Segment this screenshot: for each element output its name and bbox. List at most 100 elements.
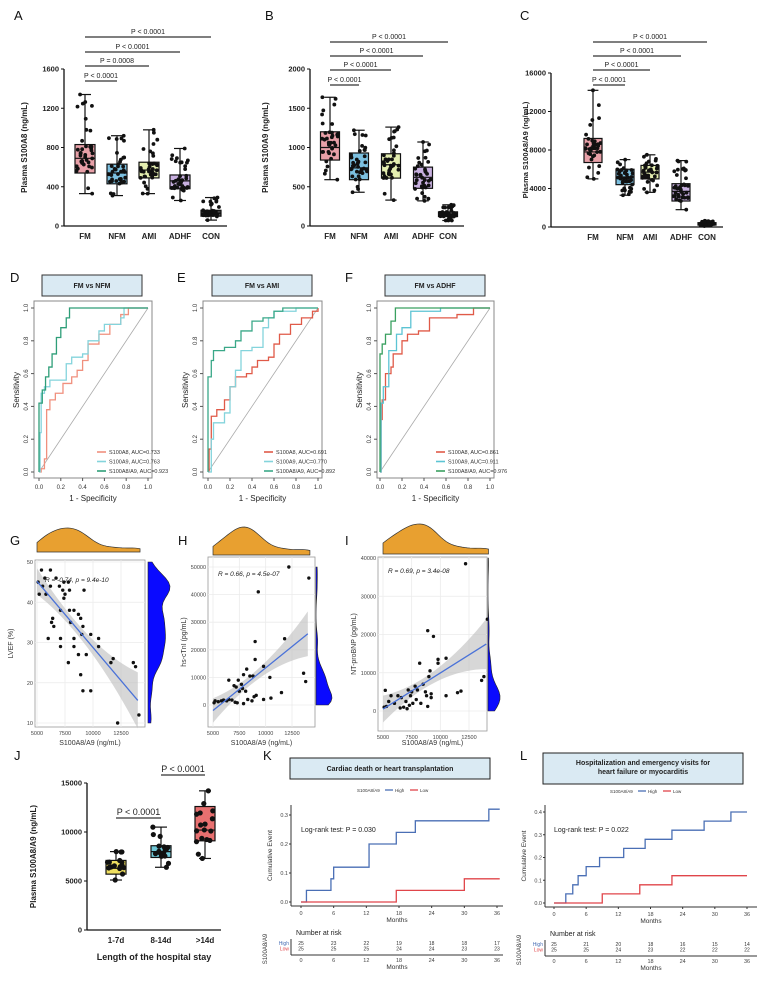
data-point: [194, 811, 200, 817]
data-point: [104, 859, 111, 865]
box-1-7d: [104, 849, 127, 883]
y-axis-label: hs-cTnI (pg/mL): [181, 617, 188, 666]
p-value-label: P < 0.0001: [116, 44, 150, 51]
data-point: [459, 689, 463, 693]
data-point: [351, 160, 356, 165]
x-tick-label: 30: [461, 911, 467, 917]
legend-label: S100A9, AUC=0.763: [109, 460, 160, 466]
data-point: [72, 644, 76, 649]
risk-count: 21: [583, 942, 589, 948]
x-tick-label: 12: [615, 912, 621, 918]
data-point: [426, 183, 431, 188]
data-point: [595, 150, 599, 154]
box-AMI: [640, 152, 660, 195]
y-tick-label: 0.6: [193, 369, 199, 378]
data-point: [195, 851, 201, 857]
data-point: [426, 628, 430, 633]
x-tick-label: 5000: [377, 735, 389, 741]
data-point: [214, 198, 219, 203]
data-point: [629, 178, 634, 183]
y-tick-label: 1.0: [367, 303, 373, 312]
data-point: [675, 186, 680, 191]
data-point: [444, 694, 448, 698]
data-point: [586, 151, 591, 156]
data-point: [78, 616, 83, 621]
data-point: [652, 174, 657, 179]
data-point: [207, 837, 213, 844]
data-point: [586, 136, 591, 141]
risk-count: 23: [648, 948, 654, 954]
data-point: [332, 152, 336, 157]
data-point: [588, 123, 593, 127]
category-label: CON: [439, 232, 457, 241]
risk-count: 25: [298, 941, 304, 947]
data-point: [364, 168, 369, 173]
data-point: [46, 636, 50, 641]
data-point: [429, 692, 433, 696]
data-point: [133, 664, 138, 669]
x-axis-label: Length of the hospital stay: [97, 952, 212, 962]
panel-letter: C: [520, 8, 529, 23]
risk-x-axis-label: Months: [640, 965, 662, 972]
data-point: [396, 163, 401, 168]
box-ADHF: [412, 140, 434, 203]
confidence-band: [37, 568, 138, 729]
x-tick-label: 36: [744, 912, 750, 918]
correlation-annotation: R = -0.74, p = 9.4e-10: [45, 577, 109, 584]
data-point: [169, 186, 174, 190]
data-point: [352, 128, 356, 133]
data-point: [241, 701, 246, 706]
data-point: [417, 160, 422, 165]
data-point: [268, 675, 272, 680]
data-point: [383, 688, 387, 693]
data-point: [198, 822, 204, 828]
data-point: [387, 137, 392, 142]
data-point: [248, 674, 252, 678]
data-point: [62, 580, 66, 584]
data-point: [677, 198, 682, 203]
risk-count: 23: [462, 947, 468, 953]
data-point: [67, 608, 72, 612]
data-point: [227, 678, 231, 682]
data-point: [619, 173, 623, 178]
legend-label: S100A9, AUC=0.770: [276, 460, 327, 466]
x-tick-label: 10000: [85, 731, 100, 737]
category-label: NFM: [350, 232, 368, 241]
risk-x-tick-label: 0: [299, 958, 302, 964]
data-point: [417, 661, 422, 665]
data-point: [398, 706, 402, 710]
data-point: [630, 171, 635, 176]
risk-count: 24: [396, 947, 402, 953]
data-point: [67, 588, 72, 592]
y-tick-label: 30000: [361, 594, 376, 600]
legend-label: Low: [420, 788, 429, 793]
data-point: [201, 827, 207, 833]
x-tick-label: 36: [494, 911, 500, 917]
y-axis-label: Plasma S100A8 (ng/mL): [20, 102, 29, 193]
data-point: [444, 656, 448, 660]
data-point: [201, 800, 207, 807]
data-point: [681, 167, 685, 171]
y-axis-label: LVEF (%): [8, 629, 15, 659]
y-tick-label: 400: [46, 182, 59, 191]
x-tick-label: 0.6: [100, 485, 109, 491]
x-tick-label: 0.0: [35, 485, 44, 491]
survival-curve-low: [554, 875, 747, 904]
data-point: [49, 620, 54, 625]
data-point: [427, 142, 431, 147]
y-tick-label: 0.0: [193, 467, 199, 476]
data-point: [329, 156, 333, 161]
box-CON: [437, 202, 459, 223]
data-point: [451, 203, 456, 208]
data-point: [416, 156, 421, 160]
data-point: [427, 674, 431, 679]
data-point: [684, 159, 689, 164]
y-tick-label: 40000: [361, 556, 376, 562]
category-label: ADHF: [169, 232, 191, 241]
panel-l: Hospitalization and emergency visits for…: [517, 752, 757, 972]
data-point: [436, 657, 440, 662]
risk-row-label: High: [279, 941, 290, 947]
data-point: [583, 146, 588, 151]
data-point: [585, 175, 590, 180]
category-label: CON: [202, 232, 220, 241]
